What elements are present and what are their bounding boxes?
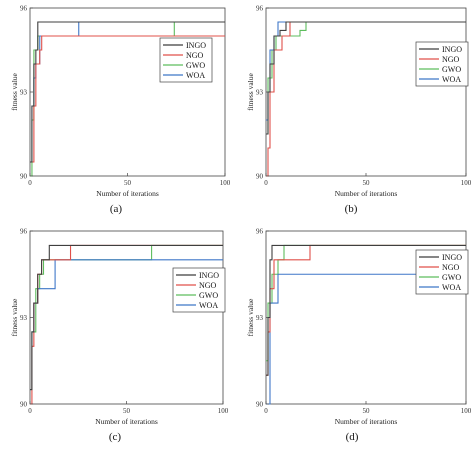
y-tick-label: 96 [256,5,264,13]
y-tick-label: 93 [256,314,264,322]
y-axis-label: fitness value [10,72,19,110]
y-tick-label: 96 [20,228,28,236]
legend-label-ngo: NGO [442,263,460,272]
chart-panel-c: 0 50 100 90 93 96 Number of iterations fitness … [10,228,229,444]
chart-panel-b: 0 50 100 90 93 96 Number of iterations fitness … [246,5,472,216]
x-tick-label: 100 [220,179,231,187]
legend-label-ngo: NGO [442,55,460,64]
x-tick-label: 100 [218,407,229,415]
x-tick-label: 0 [28,407,32,415]
plot-frame [29,7,226,177]
series-line-ngo [30,35,225,163]
series-line-ingo [30,244,223,391]
x-tick-label: 0 [264,407,268,415]
plot-frame [29,230,224,405]
x-tick-label: 100 [461,407,472,415]
x-tick-label: 50 [363,407,371,415]
series-line-ngo [266,21,466,177]
x-axis-label: Number of iterations [95,417,158,426]
x-tick-label: 50 [123,407,131,415]
y-tick-label: 93 [20,314,28,322]
series-line-ingo [266,21,466,135]
legend-label-ingo: INGO [442,253,462,262]
series-line-ingo [30,21,225,163]
legend-label-woa: WOA [199,301,218,310]
legend-label-gwo: GWO [199,291,218,300]
panel-label: (c) [109,431,122,443]
legend-label-gwo: GWO [442,65,461,74]
y-tick-label: 90 [256,401,264,409]
legend-label-woa: WOA [442,283,461,292]
y-tick-label: 90 [256,173,264,181]
x-tick-label: 100 [461,179,472,187]
legend-label-ingo: INGO [199,271,219,280]
series-line-gwo [266,21,466,135]
legend-label-ingo: INGO [186,41,206,50]
plot-frame [265,7,467,177]
y-tick-label: 96 [256,228,264,236]
chart-panel-d: 0 50 100 90 93 96 Number of iterations fitness … [246,228,472,444]
y-tick-label: 93 [20,89,28,97]
legend-label-ngo: NGO [186,51,204,60]
x-axis-label: Number of iterations [335,417,398,426]
legend-label-gwo: GWO [442,273,461,282]
series-line-ingo [266,244,466,376]
panel-label: (b) [345,203,358,215]
legend-label-ngo: NGO [199,281,217,290]
x-tick-label: 0 [28,179,32,187]
x-tick-label: 50 [363,179,371,187]
legend-label-ingo: INGO [442,45,462,54]
legend-label-gwo: GWO [186,61,205,70]
x-axis-label: Number of iterations [96,189,159,198]
y-axis-label: fitness value [246,72,255,110]
legend-label-woa: WOA [186,71,205,80]
y-tick-label: 96 [20,5,28,13]
x-tick-label: 0 [264,179,268,187]
panel-label: (d) [346,431,359,443]
y-axis-label: fitness value [10,298,19,336]
series-line-gwo [30,244,223,391]
panel-label: (a) [110,203,123,215]
legend-label-woa: WOA [442,75,461,84]
y-tick-label: 90 [20,173,28,181]
y-axis-label: fitness value [246,298,255,336]
chart-panel-a: 0 50 100 90 93 96 Number of iterations fitness … [10,5,231,216]
x-tick-label: 50 [124,179,132,187]
y-tick-label: 93 [256,89,264,97]
y-tick-label: 90 [20,401,28,409]
x-axis-label: Number of iterations [335,189,398,198]
